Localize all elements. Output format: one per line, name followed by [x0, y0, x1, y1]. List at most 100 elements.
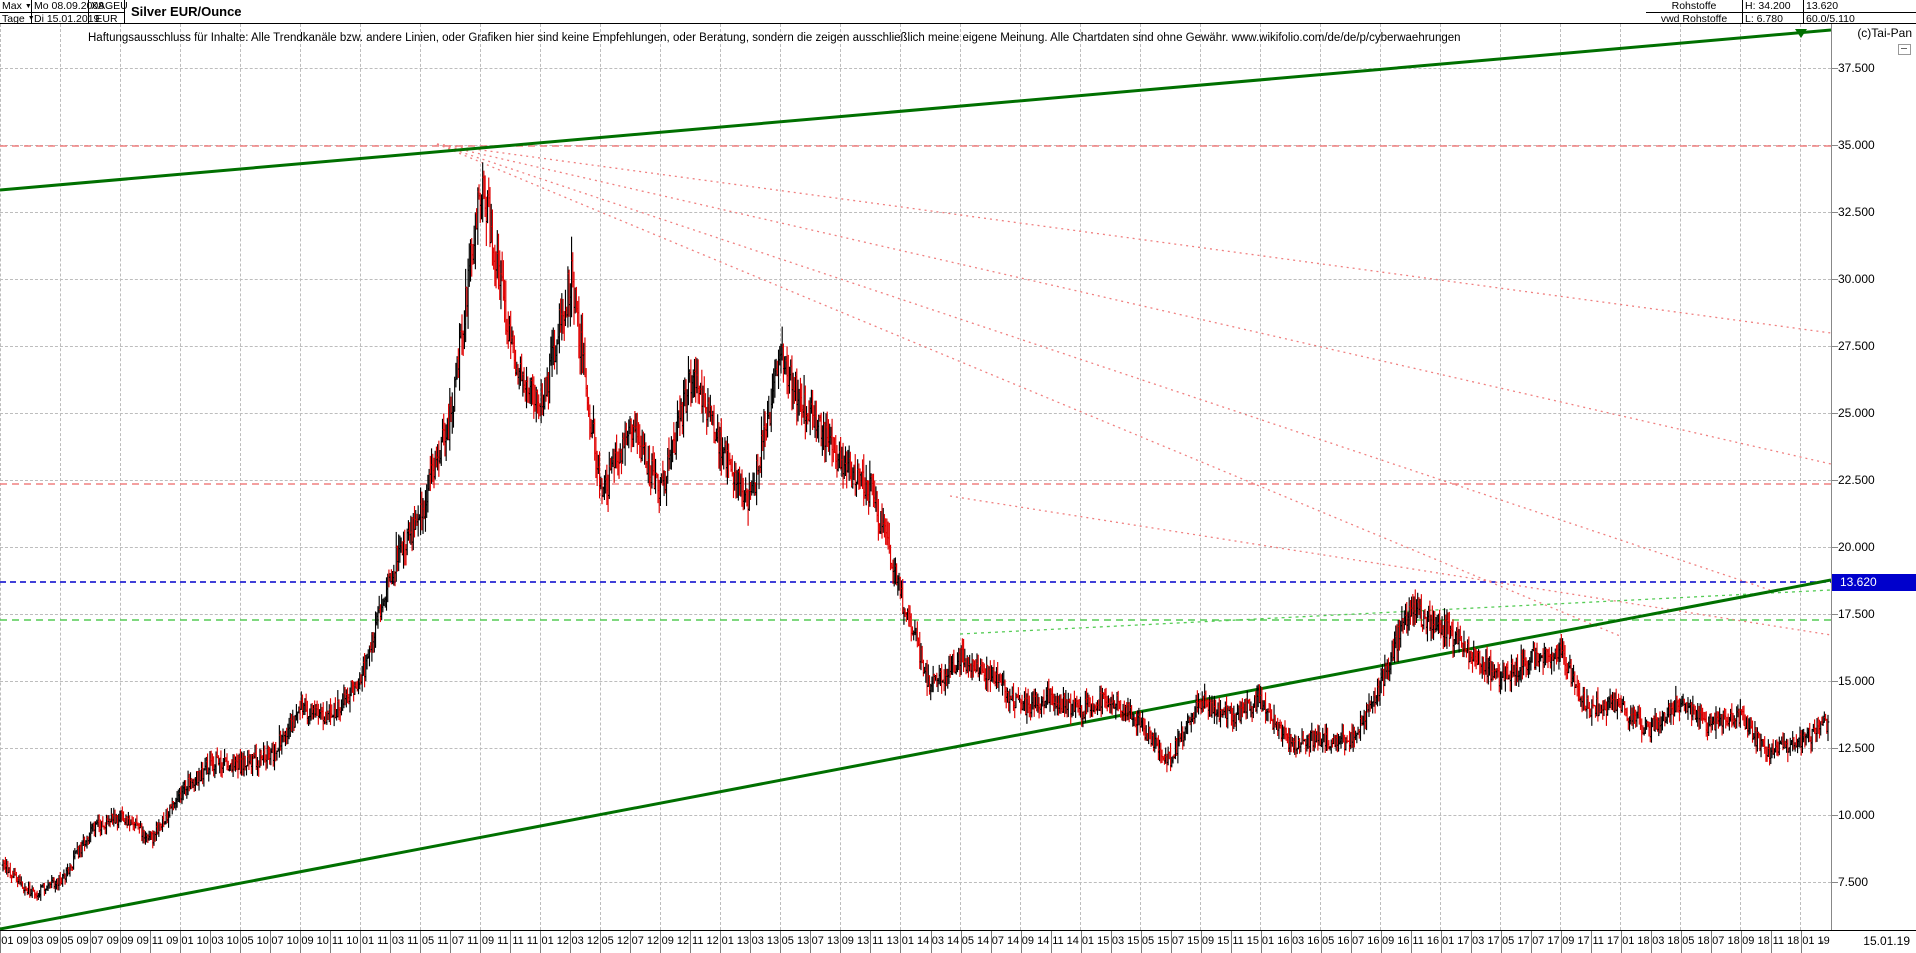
- sector-label: Rohstoffe: [1671, 0, 1717, 12]
- fan-line-3: [436, 143, 1771, 591]
- date-axis-tick: 09 15: [1201, 935, 1230, 947]
- date-axis-tick: 09 17: [1562, 935, 1590, 947]
- date-axis-tick: 05 14: [961, 935, 990, 947]
- date-axis-tick: 01 15: [1081, 935, 1110, 947]
- period-high-label: H: 34.200: [1745, 0, 1791, 12]
- date-axis-separator: [210, 931, 212, 953]
- date-axis-tick: 01 13: [721, 935, 750, 947]
- interval-selector[interactable]: Tage ▼: [0, 12, 35, 25]
- page-title: Silver EUR/Ounce: [131, 4, 242, 19]
- high-low-cell: H: 34.200 L: 6.780: [1743, 0, 1804, 25]
- instrument-title-cell: Silver EUR/Ounce: [125, 0, 1646, 24]
- date-axis-separator: [930, 931, 932, 953]
- date-axis-tick: 07 13: [811, 935, 840, 947]
- ytick-label: 22.500: [1838, 473, 1875, 487]
- ytick-label: 10.000: [1838, 808, 1875, 822]
- date-axis-tick: 03 13: [751, 935, 780, 947]
- date-axis-separator: [1440, 931, 1442, 953]
- date-axis-tick: 07 15: [1171, 935, 1200, 947]
- symbol-code: XAGEU: [91, 0, 128, 12]
- date-axis-separator: [450, 931, 452, 953]
- date-axis-last-label: 15.01.19: [1863, 934, 1910, 948]
- date-axis-separator: [1080, 931, 1082, 953]
- date-axis-tick: 03 16: [1291, 935, 1320, 947]
- date-axis-separator: [300, 931, 302, 953]
- date-axis[interactable]: - 15.01.19 01 09 03 09 05 09 07 09 09 09 11 0…: [0, 930, 1916, 953]
- ytick-label: 20.000: [1838, 540, 1875, 554]
- date-axis-separator: [690, 931, 692, 953]
- date-axis-separator: [1230, 931, 1232, 953]
- date-axis-separator: [540, 931, 542, 953]
- ytick-label: 17.500: [1838, 607, 1875, 621]
- date-from-field[interactable]: Mo 08.09.2008: [34, 0, 105, 12]
- chart-overlay: [0, 28, 1831, 930]
- date-axis-tick: 09 14: [1021, 935, 1050, 947]
- date-axis-tick: 11 18: [1772, 935, 1800, 947]
- date-axis-tick: 09 10: [301, 935, 329, 947]
- ytick-label: 15.000: [1838, 674, 1875, 688]
- date-axis-separator: [780, 931, 782, 953]
- date-axis-tick: 11 16: [1412, 935, 1440, 947]
- last-price-value: 13.620: [1806, 0, 1839, 12]
- range-selector[interactable]: Max ▼: [0, 0, 32, 12]
- green-upper-trend-channel: [0, 28, 1831, 192]
- price-axis[interactable]: (c)Tai-Pan 37.500 35.000 32.500 30.000 2…: [1831, 24, 1916, 930]
- date-axis-separator: [1560, 931, 1562, 953]
- date-axis-separator: [1050, 931, 1052, 953]
- data-source-label: vwd Rohstoffe: [1646, 12, 1742, 25]
- header-bar: Max ▼ Tage ▼ Mo 08.09.2008 Di 15.01.2019…: [0, 0, 1916, 25]
- collapse-icon[interactable]: [1898, 44, 1911, 55]
- green-dotted-rising-support: [959, 589, 1831, 635]
- date-axis-tick: 11 11: [512, 935, 539, 947]
- date-axis-tick: 07 18: [1712, 935, 1740, 947]
- price-series-bars: [1, 162, 1830, 901]
- ytick-label: 27.500: [1838, 339, 1875, 353]
- date-axis-tick: 03 09: [31, 935, 59, 947]
- range-interval-selectors[interactable]: Max ▼ Tage ▼: [0, 0, 35, 25]
- date-axis-tick: 01 14: [901, 935, 930, 947]
- symbol-cell[interactable]: XAGEU EUR: [89, 0, 128, 25]
- date-axis-tick: 07 12: [631, 935, 660, 947]
- last-price-cell: 13.620 60.0/5.110: [1804, 0, 1916, 25]
- date-axis-tick: 01 16: [1261, 935, 1290, 947]
- date-axis-separator: [0, 931, 1, 953]
- range-selector-label: Max: [2, 0, 22, 12]
- date-axis-tick: 05 13: [781, 935, 810, 947]
- date-axis-tick: 03 11: [391, 935, 419, 947]
- date-axis-tick: 03 12: [571, 935, 600, 947]
- date-axis-separator: [1170, 931, 1172, 953]
- date-axis-separator: [1470, 931, 1472, 953]
- date-axis-separator: [660, 931, 662, 953]
- date-axis-tick: 05 10: [241, 935, 269, 947]
- date-axis-separator: [1410, 931, 1412, 953]
- ytick-label: 12.500: [1838, 741, 1875, 755]
- date-axis-separator: [360, 931, 362, 953]
- vendor-label: (c)Tai-Pan: [1857, 26, 1912, 40]
- interval-selector-label: Tage: [2, 12, 25, 25]
- chart-plot-area[interactable]: Haftungsausschluss für Inhalte: Alle Tre…: [0, 24, 1831, 930]
- period-low-label: L: 6.780: [1743, 12, 1803, 25]
- date-axis-separator: [30, 931, 32, 953]
- date-axis-separator: [120, 931, 122, 953]
- date-axis-tick: 01 17: [1442, 935, 1470, 947]
- date-axis-separator: [1110, 931, 1112, 953]
- disclaimer-text: Haftungsausschluss für Inhalte: Alle Tre…: [88, 32, 1461, 44]
- date-axis-separator: [1590, 931, 1592, 953]
- date-axis-tick: 07 10: [271, 935, 299, 947]
- date-axis-tick: 03 15: [1111, 935, 1140, 947]
- date-axis-separator: [60, 931, 62, 953]
- date-axis-tick: 09 18: [1742, 935, 1770, 947]
- date-axis-separator: [1710, 931, 1712, 953]
- date-axis-tick: 09 16: [1381, 935, 1410, 947]
- date-axis-separator: [1530, 931, 1532, 953]
- date-axis-separator: [480, 931, 482, 953]
- date-axis-tick: 07 09: [91, 935, 119, 947]
- ytick-label: 30.000: [1838, 272, 1875, 286]
- ytick-label: 25.000: [1838, 406, 1875, 420]
- date-range-fields[interactable]: Mo 08.09.2008 Di 15.01.2019: [32, 0, 105, 25]
- date-axis-tick: 05 17: [1502, 935, 1530, 947]
- date-to-field[interactable]: Di 15.01.2019: [32, 12, 100, 25]
- currency-code: EUR: [89, 12, 124, 25]
- fan-line-1: [436, 143, 1831, 334]
- date-axis-tick: 01 10: [181, 935, 209, 947]
